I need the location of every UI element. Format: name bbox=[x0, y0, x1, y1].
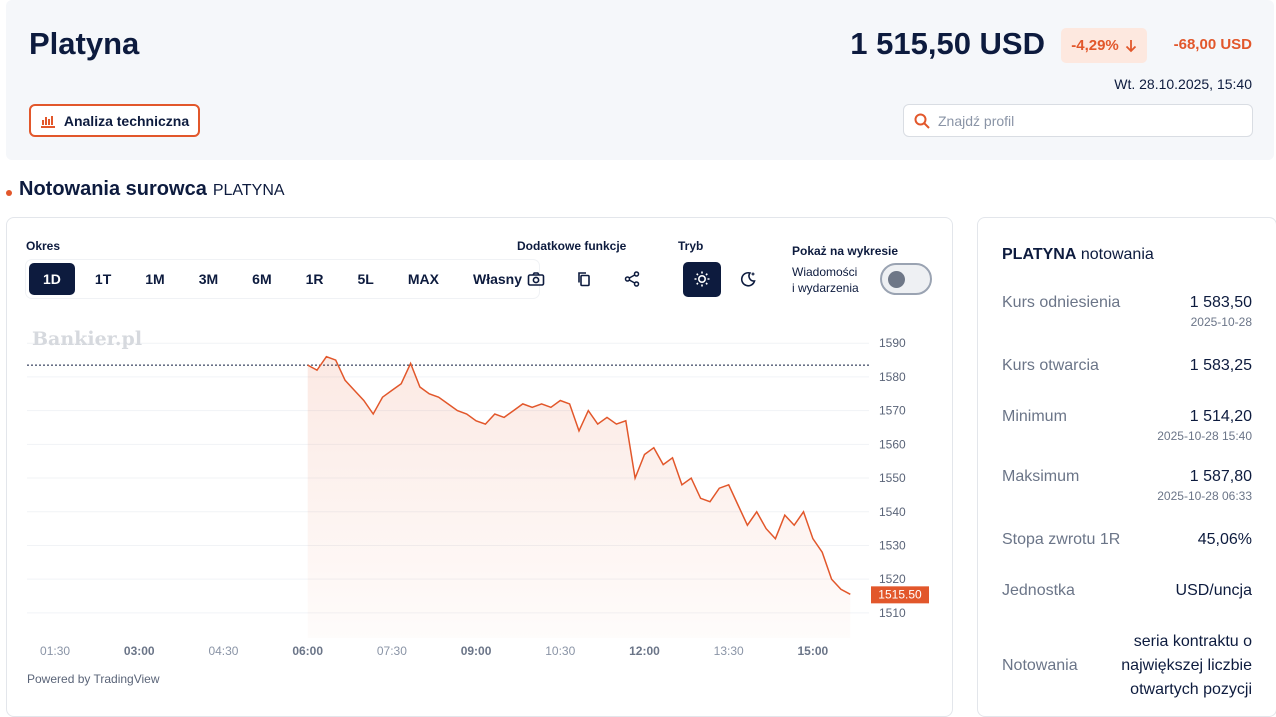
y-tick-label: 1560 bbox=[879, 437, 906, 451]
x-tick-label: 15:00 bbox=[798, 644, 829, 658]
search-icon bbox=[914, 113, 930, 129]
stats-title-rest: notowania bbox=[1081, 246, 1154, 263]
y-tick-label: 1540 bbox=[879, 505, 906, 519]
stat-sub: 2025-10-28 15:40 bbox=[1157, 429, 1252, 443]
stat-label: Kurs otwarcia bbox=[1002, 357, 1099, 375]
notowania-value: seria kontraktu o największej liczbie ot… bbox=[1102, 630, 1252, 702]
section-bullet bbox=[6, 190, 12, 196]
powered-by-tradingview[interactable]: Powered by TradingView bbox=[27, 672, 160, 686]
section-title: Notowania surowca PLATYNA bbox=[19, 178, 285, 201]
x-tick-label: 01:30 bbox=[40, 644, 70, 658]
stat-label: Maksimum bbox=[1002, 468, 1079, 486]
y-tick-label: 1580 bbox=[879, 370, 906, 384]
stat-value: 45,06% bbox=[1198, 531, 1252, 549]
x-tick-label: 04:30 bbox=[208, 644, 238, 658]
stat-value: USD/uncja bbox=[1176, 582, 1252, 600]
stat-value: 1 587,80 bbox=[1190, 468, 1252, 486]
section-title-main: Notowania surowca bbox=[19, 178, 207, 200]
header: Platyna 1 515,50 USD -4,29% -68,00 USD W… bbox=[6, 0, 1274, 160]
page-title: Platyna bbox=[29, 26, 139, 62]
bar-chart-icon bbox=[40, 114, 56, 128]
stat-value: 1 514,20 bbox=[1190, 408, 1252, 426]
stat-value: 1 583,50 bbox=[1190, 294, 1252, 312]
x-tick-label: 13:30 bbox=[714, 644, 744, 658]
arrow-down-icon bbox=[1125, 39, 1137, 53]
x-tick-label: 03:00 bbox=[124, 644, 155, 658]
y-tick-label: 1510 bbox=[879, 606, 906, 620]
change-percent: -4,29% bbox=[1071, 37, 1119, 54]
section-subtitle: PLATYNA bbox=[213, 182, 285, 199]
stat-sub: 2025-10-28 06:33 bbox=[1157, 489, 1252, 503]
price-chart[interactable]: 1510 1520 1530 1540 1550 1560 1570 1580 1590 01:3… bbox=[7, 218, 952, 688]
stats-title: PLATYNA notowania bbox=[1002, 246, 1154, 264]
x-tick-label: 07:30 bbox=[377, 644, 407, 658]
x-tick-label: 09:00 bbox=[461, 644, 492, 658]
change-absolute: -68,00 USD bbox=[1174, 36, 1252, 53]
y-tick-label: 1550 bbox=[879, 471, 906, 485]
search-placeholder: Znajdź profil bbox=[938, 113, 1014, 129]
current-price: 1 515,50 USD bbox=[850, 26, 1045, 62]
stats-card: PLATYNA notowania Kurs odniesienia 1 583,… bbox=[977, 217, 1276, 717]
y-tick-label: 1520 bbox=[879, 572, 906, 586]
series-area bbox=[308, 357, 851, 638]
stat-label: Stopa zwrotu 1R bbox=[1002, 531, 1120, 549]
stats-title-bold: PLATYNA bbox=[1002, 246, 1076, 263]
stat-label: Jednostka bbox=[1002, 582, 1075, 600]
quote-datetime: Wt. 28.10.2025, 15:40 bbox=[1114, 76, 1252, 92]
notowania-label: Notowania bbox=[1002, 657, 1078, 675]
x-tick-label: 12:00 bbox=[629, 644, 660, 658]
bankier-watermark: Bankier.pl bbox=[32, 328, 142, 350]
stat-label: Minimum bbox=[1002, 408, 1067, 426]
x-tick-label: 10:30 bbox=[545, 644, 575, 658]
x-tick-label: 06:00 bbox=[292, 644, 323, 658]
technical-analysis-label: Analiza techniczna bbox=[64, 113, 189, 129]
change-percent-badge: -4,29% bbox=[1061, 28, 1147, 63]
last-value-label: 1515.50 bbox=[878, 587, 922, 601]
stat-sub: 2025-10-28 bbox=[1191, 315, 1252, 329]
y-tick-label: 1570 bbox=[879, 404, 906, 418]
stat-value: 1 583,25 bbox=[1190, 357, 1252, 375]
technical-analysis-button[interactable]: Analiza techniczna bbox=[29, 104, 200, 137]
y-tick-label: 1530 bbox=[879, 538, 906, 552]
stat-label: Kurs odniesienia bbox=[1002, 294, 1120, 312]
profile-search-input[interactable]: Znajdź profil bbox=[903, 104, 1253, 137]
y-tick-label: 1590 bbox=[879, 336, 906, 350]
